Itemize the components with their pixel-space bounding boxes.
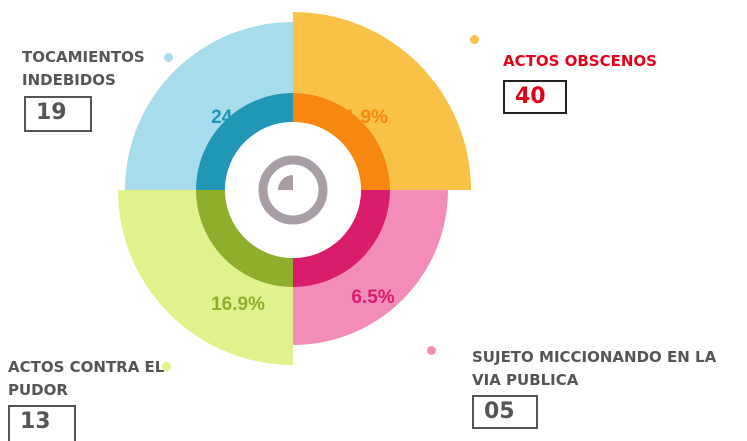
- percent-label: 16.9%: [211, 294, 265, 315]
- inner-ring: [293, 93, 390, 190]
- legend-dot: [427, 346, 436, 355]
- inner-ring: [196, 93, 293, 190]
- count-box: 19: [24, 96, 92, 132]
- quadrant: [293, 190, 448, 345]
- inner-ring: [196, 190, 293, 287]
- percent-label: 24.7%: [211, 107, 265, 128]
- count-box: 13: [8, 405, 76, 441]
- category-label: TOCAMIENTOS INDEBIDOS: [22, 48, 145, 89]
- inner-ring: [293, 190, 390, 287]
- legend-dot: [164, 53, 173, 62]
- legend-dot: [162, 362, 171, 371]
- quadrant: [125, 22, 293, 190]
- percent-label: 51.9%: [334, 107, 388, 128]
- count-box: 40: [503, 80, 567, 114]
- legend-dot: [470, 35, 479, 44]
- clock-icon: [258, 155, 328, 225]
- clock-hand: [278, 175, 293, 190]
- category-label: ACTOS CONTRA EL PUDOR: [8, 358, 165, 399]
- quadrant: [293, 12, 471, 190]
- quadrant: [118, 190, 293, 365]
- category-label: ACTOS OBSCENOS: [503, 52, 657, 70]
- count-box: 05: [472, 395, 538, 429]
- category-label: SUJETO MICCIONANDO EN LA VIA PUBLICA: [472, 348, 717, 389]
- percent-label: 6.5%: [351, 287, 394, 308]
